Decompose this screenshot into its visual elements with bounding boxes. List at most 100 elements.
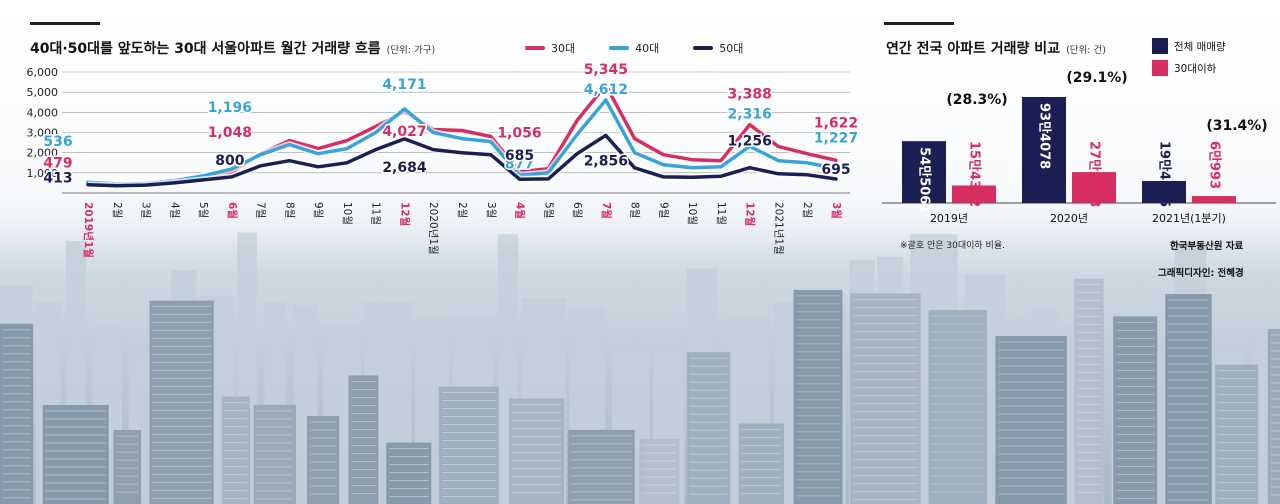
bar-chart-title: 연간 전국 아파트 거래량 비교 (단위: 건)	[886, 38, 1106, 58]
x-tick-label: 11월	[370, 202, 382, 225]
data-label-40대: 536	[43, 134, 72, 150]
x-tick-label: 2월	[801, 202, 813, 218]
data-label-40대: 1,196	[208, 100, 252, 116]
bar-total	[902, 141, 946, 203]
legend-swatch-50s	[693, 46, 714, 50]
bar-total	[1022, 97, 1066, 203]
line-chart-legend: 30대 40대 50대	[525, 40, 743, 56]
legend-label-50s: 50대	[719, 42, 744, 55]
bar-category-label: 2020년	[1050, 212, 1088, 225]
x-tick-label: 7월	[600, 202, 613, 219]
bar-category-label: 2019년	[930, 212, 968, 225]
bar-value-label: 19만4255	[1157, 141, 1173, 207]
x-tick-label: 10월	[686, 202, 698, 225]
bar-legend-30s-swatch	[1152, 60, 1168, 76]
x-tick-label: 6월	[571, 202, 583, 218]
data-label-50대: 695	[821, 162, 850, 178]
bar-value-label: 27만2638	[1087, 141, 1103, 207]
bar-30s	[1192, 196, 1236, 203]
x-tick-label: 9월	[657, 202, 669, 218]
bar-legend-30s: 30대이하	[1152, 60, 1216, 76]
data-label-50대: 685	[505, 148, 534, 164]
bar-30s	[952, 185, 996, 203]
bar-ratio-label: (28.3%)	[946, 92, 1007, 108]
line-chart-unit: (단위: 가구)	[386, 45, 436, 56]
data-label-40대: 2,316	[728, 106, 772, 122]
data-label-40대: 877	[505, 156, 534, 172]
x-tick-label: 6월	[226, 202, 239, 219]
footnote: ※괄호 안은 30대이하 비율.	[900, 241, 1005, 251]
bar-legend-total: 전체 매매량	[1152, 38, 1226, 54]
data-label-30대: 4,027	[382, 124, 426, 140]
legend-label-30s: 30대	[551, 42, 576, 55]
x-tick-label: 2019년1월	[82, 202, 95, 258]
bar-ratio-label: (31.4%)	[1206, 118, 1267, 134]
x-tick-label: 5월	[542, 202, 554, 218]
bar-value-label: 6만993	[1207, 141, 1223, 189]
data-label-50대: 2,856	[584, 153, 628, 169]
series-line-50대	[86, 133, 838, 188]
x-tick-label: 2020년1월	[427, 202, 439, 255]
line-chart-title: 40대·50대를 앞도하는 30대 서울아파트 월간 거래량 흐름 (단위: 가구…	[30, 38, 435, 58]
data-label-50대: 1,256	[728, 134, 772, 150]
line-chart-title-text: 40대·50대를 앞도하는 30대 서울아파트 월간 거래량 흐름	[30, 41, 381, 57]
data-label-50대: 413	[43, 171, 72, 187]
y-tick-label: 1,000	[27, 167, 59, 180]
x-tick-label: 3월	[140, 202, 152, 218]
x-tick-label: 11월	[715, 202, 727, 225]
series-line-40대	[86, 98, 838, 186]
bar-category-label: 2021년(1분기)	[1152, 212, 1226, 225]
data-label-50대: 2,684	[382, 160, 427, 176]
bar-chart: 54만5061 15만4312 (28.3%) 2019년 93만4078 27만2638…	[882, 70, 1276, 225]
bar-legend-total-swatch	[1152, 38, 1168, 54]
x-tick-label: 10월	[341, 202, 353, 225]
x-tick-label: 2월	[456, 202, 468, 218]
data-label-30대: 1,048	[208, 125, 252, 141]
x-tick-label: 2월	[111, 202, 123, 218]
data-label-30대: 3,388	[728, 87, 772, 103]
legend-swatch-40s	[609, 46, 630, 50]
data-label-40대: 1,227	[814, 130, 858, 146]
bar-total	[1142, 180, 1186, 203]
y-tick-label: 6,000	[27, 66, 59, 79]
bar-legend-total-label: 전체 매매량	[1174, 40, 1226, 53]
left-top-rule	[30, 22, 100, 25]
y-tick-label: 2,000	[27, 147, 59, 160]
series-halo	[87, 81, 837, 188]
line-chart: 1,000 2,000 3,000 4,000 5,000 6,000 2019년1월 2월 3…	[27, 61, 860, 258]
x-tick-label: 5월	[197, 202, 209, 218]
bar-chart-title-text: 연간 전국 아파트 거래량 비교	[886, 41, 1061, 57]
data-label-40대: 4,171	[382, 77, 426, 93]
bar-value-label: 54만5061	[917, 147, 933, 213]
x-tick-label: 4월	[168, 202, 180, 218]
x-tick-label: 9월	[312, 202, 324, 218]
series-line-30대	[86, 83, 838, 187]
data-label-30대: 479	[43, 155, 72, 171]
y-tick-label: 4,000	[27, 106, 59, 119]
x-tick-label: 8월	[283, 202, 295, 218]
legend-label-40s: 40대	[635, 42, 660, 55]
x-tick-label: 12월	[398, 202, 411, 226]
x-tick-label: 3월	[830, 202, 843, 219]
bar-value-label: 93만4078	[1037, 103, 1053, 169]
data-label-30대: 5,345	[584, 62, 628, 78]
bar-ratio-label: (29.1%)	[1066, 70, 1127, 86]
data-label-30대: 1,622	[814, 115, 858, 131]
bar-value-label: 15만4312	[967, 141, 983, 207]
bar-30s	[1072, 172, 1116, 203]
legend-swatch-30s	[525, 46, 545, 50]
data-label-30대: 1,056	[497, 126, 541, 142]
bar-legend-30s-label: 30대이하	[1174, 62, 1217, 75]
x-tick-label: 4월	[514, 202, 527, 219]
x-tick-label: 2021년1월	[772, 202, 784, 255]
source-credit: 한국부동산원 자료	[1170, 241, 1244, 252]
y-tick-label: 5,000	[27, 86, 59, 99]
x-tick-label: 12월	[744, 202, 757, 226]
right-top-rule	[884, 22, 954, 25]
x-tick-label: 8월	[629, 202, 641, 218]
designer-credit: 그래픽디자인: 전혜경	[1158, 268, 1244, 279]
data-label-40대: 4,612	[584, 82, 628, 98]
x-tick-label: 3월	[485, 202, 497, 218]
data-label-50대: 800	[215, 153, 244, 169]
